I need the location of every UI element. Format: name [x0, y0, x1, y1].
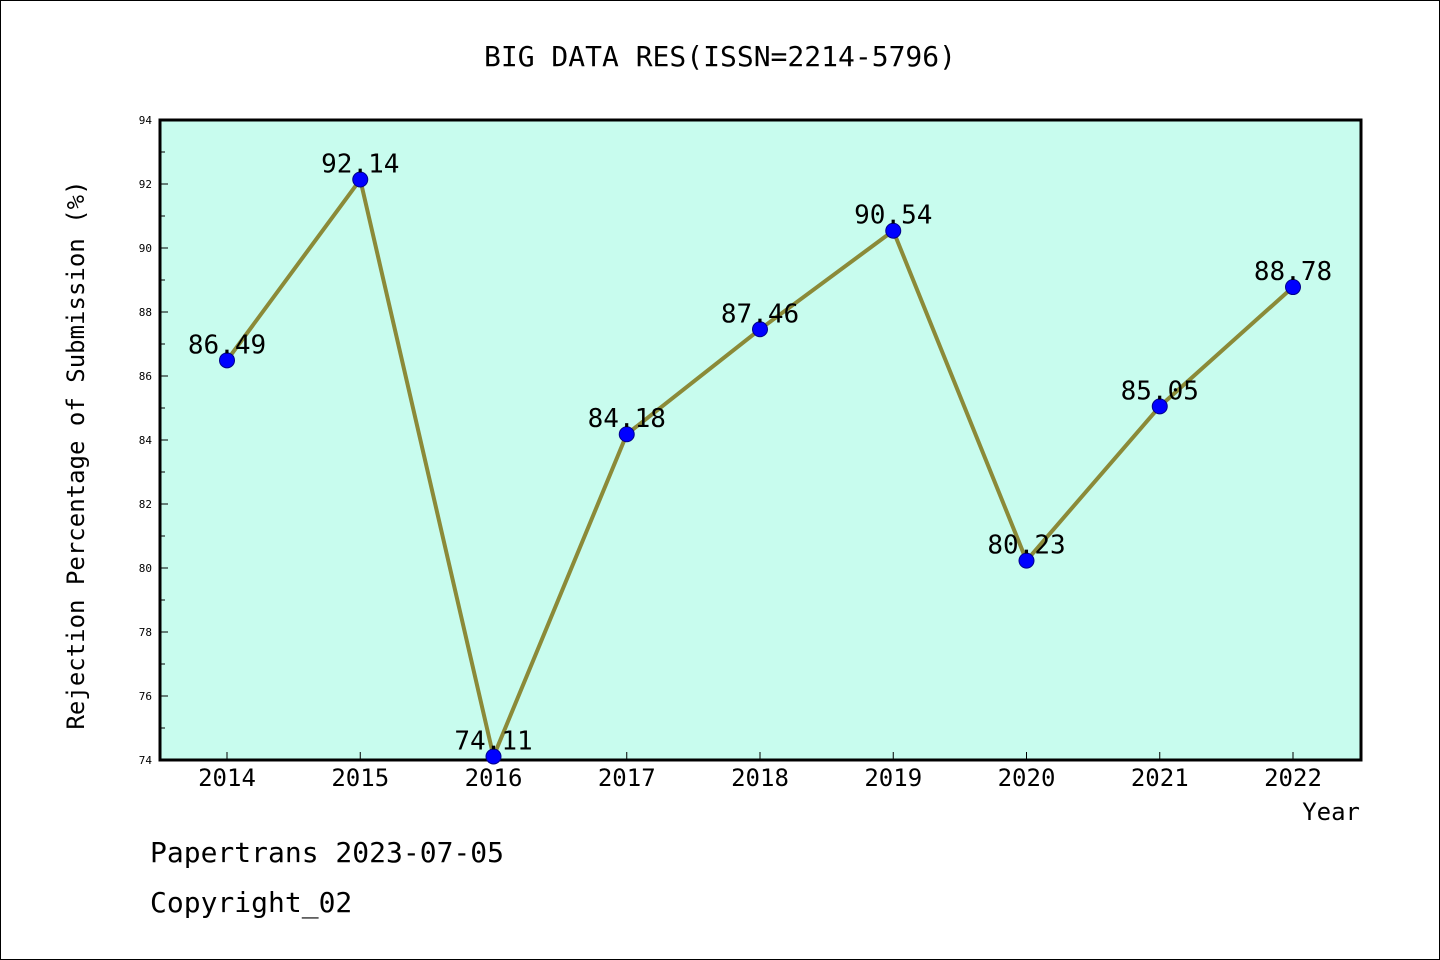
y-axis: 74 76 78 80 82 84 86 88 90 92 94	[139, 114, 168, 767]
x-axis: 2014 2015 2016 2017 2018 2019 2020 2021 2022	[198, 752, 1322, 792]
y-tick-label: 88	[139, 306, 152, 319]
y-tick-label: 76	[139, 690, 152, 703]
data-label-group: 86.49 92.14 74.11 84.18 87.46 90.54 80.23 85.05…	[188, 150, 1332, 757]
x-tick-label: 2022	[1264, 764, 1322, 792]
y-tick-label: 80	[139, 562, 152, 575]
y-tick-label: 90	[139, 242, 152, 255]
plot-area	[158, 118, 1363, 762]
y-tick-label: 74	[139, 754, 153, 767]
x-tick-label: 2017	[598, 764, 656, 792]
data-label: 90.54	[854, 201, 932, 231]
data-point-marker	[1018, 552, 1035, 569]
data-point-marker	[1151, 398, 1168, 415]
data-label: 87.46	[721, 299, 799, 329]
y-tick-label: 86	[139, 370, 152, 383]
data-label: 92.14	[321, 150, 399, 180]
x-tick-label: 2021	[1131, 764, 1189, 792]
data-point-marker	[352, 171, 369, 188]
y-tick-label: 78	[139, 626, 152, 639]
data-point-marker	[485, 748, 502, 765]
data-point-marker	[219, 352, 235, 369]
data-label: 88.78	[1254, 257, 1332, 287]
x-tick-label: 2014	[198, 764, 256, 792]
data-point-marker	[885, 222, 902, 239]
data-point-marker	[752, 321, 768, 338]
series-group	[219, 171, 1301, 765]
data-label: 80.23	[987, 531, 1065, 561]
data-label: 86.49	[188, 330, 266, 360]
data-label: 74.11	[454, 726, 532, 756]
x-tick-label: 2020	[998, 764, 1056, 792]
y-tick-label: 84	[139, 434, 153, 447]
chart-title: BIG DATA RES(ISSN=2214-5796)	[484, 40, 956, 73]
footer-copyright: Copyright_02	[150, 886, 353, 919]
data-label: 85.05	[1121, 376, 1199, 406]
x-axis-label: Year	[1302, 798, 1360, 826]
x-tick-label: 2018	[731, 764, 789, 792]
y-tick-label: 82	[139, 498, 152, 511]
x-tick-label: 2019	[864, 764, 922, 792]
y-tick-label: 94	[139, 114, 153, 127]
y-axis-label: Rejection Percentage of Submission (%)	[62, 180, 90, 729]
data-label: 84.18	[588, 404, 666, 434]
data-point-marker	[618, 426, 635, 443]
x-tick-label: 2016	[465, 764, 523, 792]
x-tick-label: 2015	[331, 764, 389, 792]
y-tick-label: 92	[139, 178, 152, 191]
footer-date: Papertrans 2023-07-05	[150, 836, 505, 869]
data-point-marker	[1285, 279, 1301, 296]
